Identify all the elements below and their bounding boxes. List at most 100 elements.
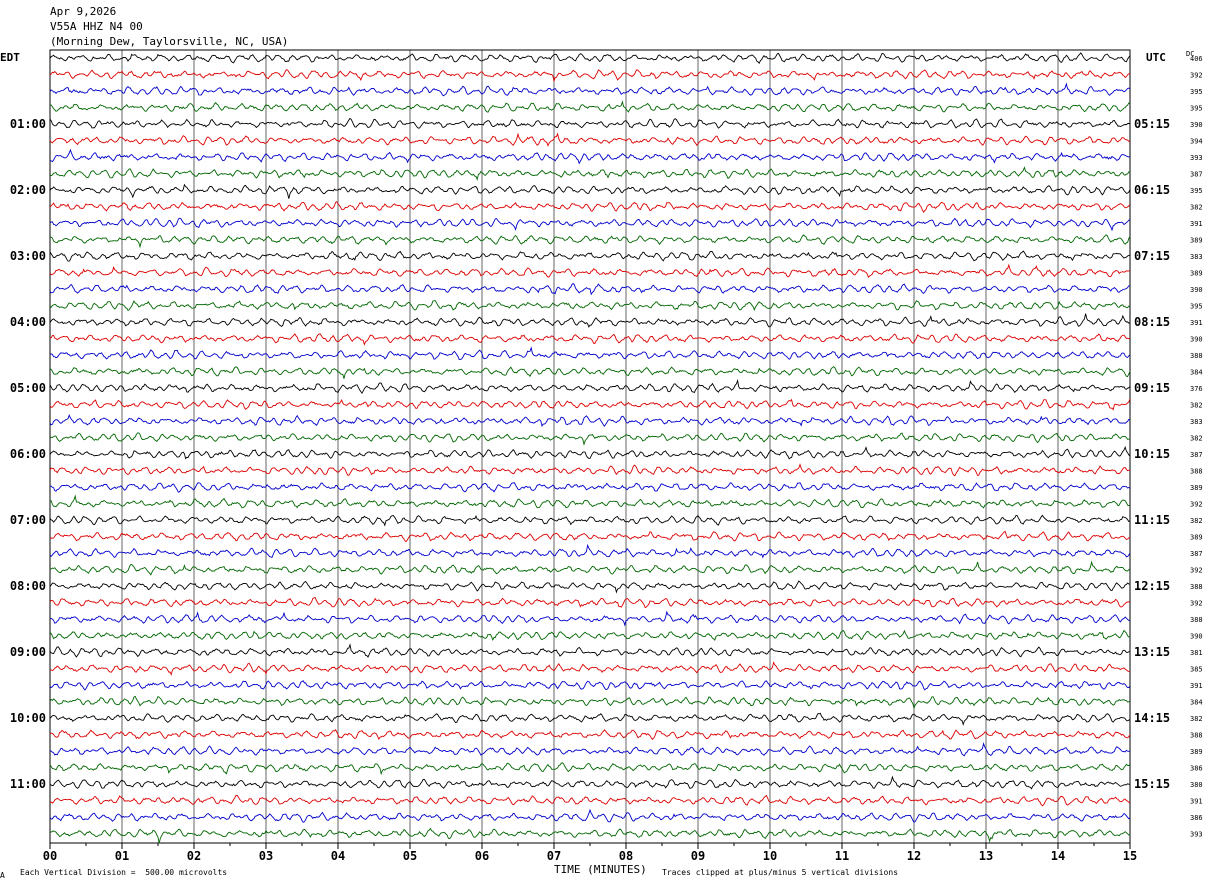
dc-offset-label: 382 bbox=[1190, 402, 1203, 410]
right-hour-label: 08:15 bbox=[1134, 315, 1170, 329]
seismic-trace bbox=[49, 695, 1131, 710]
x-tick-label: 09 bbox=[691, 849, 705, 863]
seismic-trace bbox=[49, 610, 1131, 627]
seismic-trace bbox=[49, 445, 1131, 460]
dc-offset-label: 383 bbox=[1190, 253, 1203, 261]
seismic-trace bbox=[49, 463, 1130, 477]
dc-offset-label: 395 bbox=[1190, 303, 1203, 311]
plot-frame bbox=[49, 49, 1131, 844]
dc-offset-label: 382 bbox=[1190, 715, 1203, 723]
dc-offset-label: 393 bbox=[1190, 154, 1203, 162]
right-hour-label: 13:15 bbox=[1134, 645, 1170, 659]
seismic-trace bbox=[49, 132, 1131, 147]
right-hour-label: 11:15 bbox=[1134, 513, 1170, 527]
right-hour-label: 06:15 bbox=[1134, 183, 1170, 197]
clip-note: Traces clipped at plus/minus 5 vertical … bbox=[662, 868, 899, 877]
right-timezone: UTC bbox=[1146, 51, 1166, 64]
seismic-trace bbox=[49, 366, 1131, 379]
dc-offset-label: 387 bbox=[1190, 171, 1203, 179]
x-tick-label: 05 bbox=[403, 849, 417, 863]
seismic-trace bbox=[49, 762, 1131, 776]
dc-offset-label: 393 bbox=[1190, 831, 1203, 839]
seismic-trace bbox=[49, 643, 1131, 658]
seismic-trace bbox=[49, 629, 1131, 642]
dc-offset-label: 391 bbox=[1190, 682, 1203, 690]
dc-offset-label: 387 bbox=[1190, 550, 1203, 558]
x-tick-label: 04 bbox=[331, 849, 345, 863]
right-hour-label: 14:15 bbox=[1134, 711, 1170, 725]
seismic-trace bbox=[49, 69, 1131, 82]
dc-offset-label: 392 bbox=[1190, 567, 1203, 575]
seismic-trace bbox=[49, 827, 1131, 844]
dc-offset-label: 388 bbox=[1190, 352, 1203, 360]
left-hour-label: 10:00 bbox=[10, 711, 46, 725]
seismic-trace bbox=[49, 794, 1131, 807]
dc-offset-label: 395 bbox=[1190, 187, 1203, 195]
seismic-trace bbox=[49, 712, 1131, 726]
seismic-trace bbox=[49, 333, 1131, 346]
seismic-trace bbox=[49, 148, 1131, 165]
seismic-trace bbox=[49, 234, 1131, 249]
right-hour-label: 15:15 bbox=[1134, 777, 1170, 791]
station-location: (Morning Dew, Taylorsville, NC, USA) bbox=[50, 35, 289, 48]
left-hour-label: 01:00 bbox=[10, 117, 46, 131]
dc-offset-label: 389 bbox=[1190, 748, 1203, 756]
right-hour-label: 05:15 bbox=[1134, 117, 1170, 131]
seismic-trace bbox=[49, 250, 1131, 262]
dc-offset-label: 382 bbox=[1190, 517, 1203, 525]
seismic-trace bbox=[49, 82, 1131, 97]
dc-offset-label: 394 bbox=[1190, 138, 1203, 146]
dc-offset-label: 391 bbox=[1190, 798, 1203, 806]
dc-offset-label: 386 bbox=[1190, 765, 1203, 773]
seismic-trace bbox=[49, 300, 1131, 312]
seismic-trace bbox=[49, 263, 1131, 279]
right-hour-label: 10:15 bbox=[1134, 447, 1170, 461]
seismic-trace bbox=[49, 560, 1131, 576]
dc-offset-label: 376 bbox=[1190, 385, 1203, 393]
dc-offset-label: 389 bbox=[1190, 534, 1203, 542]
dc-offset-label: 381 bbox=[1190, 649, 1203, 657]
dc-offset-label: 392 bbox=[1190, 501, 1203, 509]
x-tick-label: 10 bbox=[763, 849, 777, 863]
left-hour-label: 08:00 bbox=[10, 579, 46, 593]
x-tick-label: 03 bbox=[259, 849, 273, 863]
left-hour-label: 09:00 bbox=[10, 645, 46, 659]
x-tick-label: 02 bbox=[187, 849, 201, 863]
seismic-trace bbox=[49, 680, 1131, 691]
seismic-trace bbox=[49, 166, 1131, 181]
dc-offset-label: 382 bbox=[1190, 204, 1203, 212]
left-hour-label: 04:00 bbox=[10, 315, 46, 329]
seismic-trace bbox=[49, 661, 1131, 676]
logo-mark: A bbox=[0, 871, 5, 880]
x-tick-label: 01 bbox=[115, 849, 129, 863]
seismic-trace bbox=[49, 514, 1131, 527]
seismic-trace bbox=[49, 398, 1131, 411]
seismic-trace bbox=[49, 775, 1131, 790]
dc-offset-label: 384 bbox=[1190, 699, 1203, 707]
dc-offset-label: 390 bbox=[1190, 633, 1203, 641]
seismic-trace bbox=[49, 313, 1131, 328]
seismic-trace bbox=[49, 482, 1131, 493]
dc-offset-label: 389 bbox=[1190, 270, 1203, 278]
seismic-trace bbox=[49, 200, 1131, 213]
dc-offset-label: 392 bbox=[1190, 600, 1203, 608]
seismic-trace bbox=[49, 543, 1131, 559]
seismic-trace bbox=[49, 117, 1131, 129]
left-hour-label: 06:00 bbox=[10, 447, 46, 461]
dc-offset-label: 389 bbox=[1190, 484, 1203, 492]
left-hour-label: 02:00 bbox=[10, 183, 46, 197]
right-hour-label: 09:15 bbox=[1134, 381, 1170, 395]
left-hour-label: 11:00 bbox=[10, 777, 46, 791]
seismic-trace bbox=[49, 52, 1131, 64]
dc-offset-label: 395 bbox=[1190, 88, 1203, 96]
dc-offset-label: 390 bbox=[1190, 121, 1203, 129]
seismic-trace bbox=[49, 432, 1130, 446]
dc-offset-label: 390 bbox=[1190, 286, 1203, 294]
seismic-trace bbox=[49, 379, 1131, 395]
x-axis-label: TIME (MINUTES) bbox=[554, 863, 647, 876]
left-hour-label: 05:00 bbox=[10, 381, 46, 395]
seismic-trace bbox=[49, 808, 1131, 823]
x-tick-label: 14 bbox=[1051, 849, 1065, 863]
x-tick-label: 06 bbox=[475, 849, 489, 863]
